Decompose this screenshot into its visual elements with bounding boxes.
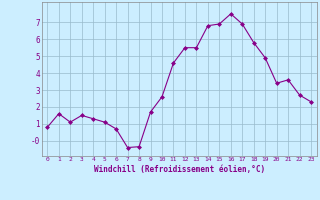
- X-axis label: Windchill (Refroidissement éolien,°C): Windchill (Refroidissement éolien,°C): [94, 165, 265, 174]
